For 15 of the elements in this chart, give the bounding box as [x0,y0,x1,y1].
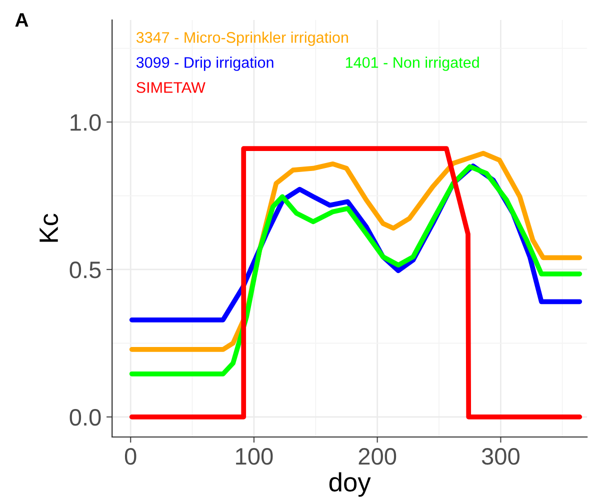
x-tick-label: 200 [358,448,396,465]
y-axis-title: Kc [40,214,58,242]
x-axis-title: doy [329,472,371,497]
y-tick-label: 0.5 [70,262,101,278]
x-tick-label: 0 [124,448,136,465]
chart-title: A [15,13,28,27]
x-tick-label: 300 [482,448,520,465]
y-tick-label: 1.0 [70,114,101,131]
text: 3347 - Micro-Sprinkler irrigation [136,32,348,46]
line-series [129,164,582,376]
y-tick-label: 0.0 [70,409,101,426]
text: 1401 - Non irrigated [346,56,479,71]
text: SIMETAW [136,82,206,93]
x-tick-label: 100 [236,448,273,465]
text: 3099 - Drip irrigation [136,56,274,71]
